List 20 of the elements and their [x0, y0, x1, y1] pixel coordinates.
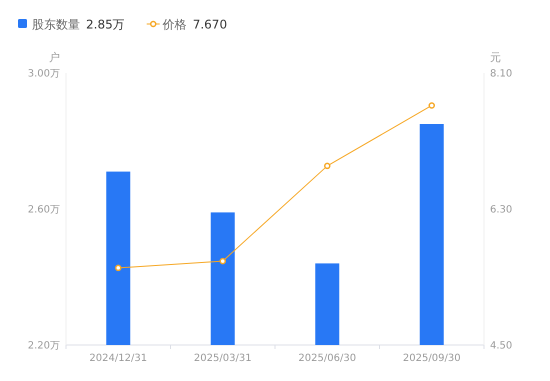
y-tick-label: 2.20万: [28, 340, 60, 352]
y2-tick-label: 8.10: [490, 68, 512, 80]
x-tick-label: 2025/06/30: [298, 353, 356, 364]
text: 7.670: [192, 18, 228, 32]
text: 2.85万: [86, 18, 125, 32]
point: [324, 162, 330, 170]
point: [428, 102, 435, 109]
y-axis-title: 户: [49, 51, 60, 64]
y-tick-label: 2.60万: [28, 204, 60, 216]
point: [115, 264, 122, 272]
y2-tick-label: 6.30: [490, 204, 512, 216]
x-tick-label: 2025/09/30: [402, 353, 461, 364]
y2-tick-label: 4.50: [490, 340, 512, 352]
x-tick-label: 2024/12/31: [89, 353, 148, 364]
y-tick-label: 3.00万: [28, 68, 60, 80]
y2-axis-title: 元: [490, 51, 501, 64]
x-tick-label: 2025/03/31: [194, 353, 252, 364]
legend-label: 价格: [162, 18, 187, 32]
legend-label: 股东数量: [32, 18, 80, 32]
point: [220, 258, 226, 264]
